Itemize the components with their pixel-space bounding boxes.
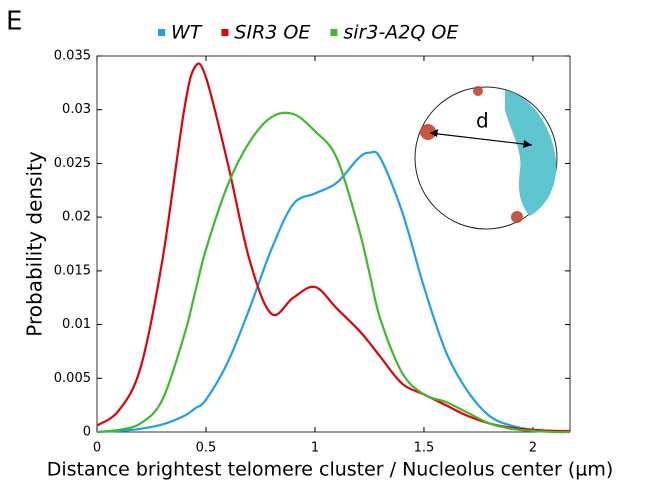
- x-tick-label: 0.5: [196, 441, 217, 456]
- legend-label: sir3-A2Q OE: [343, 22, 458, 44]
- plot-area: 0 0.005 0.01 0.015 0.02 0.025 0.03 0.035 0 0.5 1 1.…: [54, 49, 571, 456]
- panel-label: E: [6, 7, 22, 37]
- telomere-spot: [511, 211, 523, 223]
- y-tick-label: 0.03: [62, 102, 91, 117]
- nucleolus: [505, 90, 557, 216]
- distance-label: d: [476, 109, 489, 133]
- telomere-spot: [473, 86, 483, 96]
- telomere-spot: [420, 124, 436, 140]
- x-tick-label: 2: [529, 441, 537, 456]
- distance-arrow: [429, 132, 533, 146]
- legend-swatch: [221, 29, 229, 36]
- inset-diagram: d: [414, 86, 558, 230]
- y-tick-label: 0.02: [62, 210, 91, 225]
- y-tick-label: 0.005: [54, 371, 91, 386]
- legend-swatch: [158, 29, 165, 36]
- y-tick-label: 0: [83, 425, 91, 440]
- y-tick-label: 0.025: [54, 156, 91, 171]
- x-axis-label: Distance brightest telomere cluster / Nu…: [47, 459, 614, 481]
- x-tick-label: 1.5: [414, 441, 435, 456]
- series-line: [96, 150, 571, 434]
- plot-frame: [96, 55, 571, 433]
- y-tick-label: 0.015: [54, 263, 91, 278]
- y-tick-label: 0.01: [62, 317, 91, 332]
- legend-swatch: [330, 29, 338, 36]
- legend-label: SIR3 OE: [234, 22, 310, 44]
- x-tick-label: 0: [93, 441, 101, 456]
- legend: WT SIR3 OE sir3-A2Q OE: [158, 22, 458, 44]
- x-tick-label: 1: [311, 441, 319, 456]
- series-line: [96, 111, 571, 434]
- legend-label: WT: [171, 22, 203, 44]
- y-axis-label: Probability density: [23, 151, 47, 337]
- y-tick-label: 0.035: [54, 49, 91, 64]
